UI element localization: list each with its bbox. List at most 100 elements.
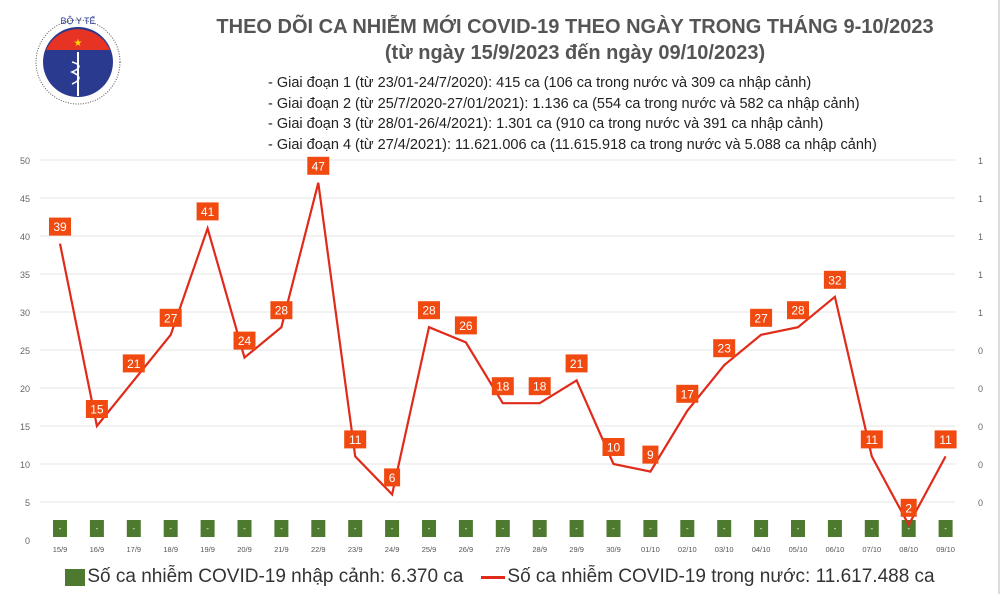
data-label: 23	[718, 342, 732, 356]
phase-note: - Giai đoạn 4 (từ 27/4/2021): 11.621.006…	[268, 136, 877, 153]
bar-label: -	[575, 524, 578, 533]
x-tick-label: 27/9	[495, 545, 510, 554]
x-tick-label: 01/10	[641, 545, 660, 554]
y-tick-label: 50	[20, 156, 30, 166]
y-tick-label: 20	[20, 384, 30, 394]
bar-imported	[422, 520, 436, 537]
bar-label: -	[612, 524, 615, 533]
svg-text:★: ★	[74, 38, 83, 49]
bar-imported	[385, 520, 400, 537]
data-label: 2	[905, 501, 912, 515]
data-label-box	[344, 430, 367, 449]
bar-label: -	[169, 524, 172, 533]
bar-imported	[495, 520, 510, 537]
x-tick-label: 26/9	[459, 545, 474, 554]
phase-notes: - Giai đoạn 1 (từ 23/01-24/7/2020): 415 …	[268, 73, 877, 155]
bar-label: -	[206, 524, 209, 533]
data-label-box	[823, 270, 846, 289]
y2-tick-label: 0	[978, 384, 983, 394]
y2-tick-label: 1	[978, 308, 983, 318]
legend-item-domestic: Số ca nhiễm COVID-19 trong nước: 11.617.…	[481, 566, 935, 588]
data-label: 18	[533, 380, 547, 394]
data-label: 27	[754, 311, 768, 325]
x-tick-label: 03/10	[715, 545, 734, 554]
data-label-box	[418, 301, 440, 320]
bar-imported	[569, 520, 584, 537]
y2-tick-label: 1	[978, 194, 983, 204]
bar-label: -	[132, 524, 135, 533]
bar-imported	[532, 520, 547, 537]
y2-tick-label: 1	[978, 232, 983, 242]
data-label-box	[122, 354, 145, 373]
bar-label: -	[501, 524, 504, 533]
bar-label: -	[723, 524, 726, 533]
y2-tick-label: 0	[978, 422, 983, 432]
bar-label: -	[391, 524, 394, 533]
y-tick-label: 5	[25, 498, 30, 508]
data-label-box	[454, 316, 477, 335]
x-tick-label: 24/9	[385, 545, 400, 554]
bar-imported	[89, 520, 104, 537]
data-label: 6	[389, 471, 396, 485]
legend-swatch-bar	[65, 568, 86, 586]
y-tick-label: 30	[20, 308, 30, 318]
x-tick-label: 28/9	[532, 545, 547, 554]
bar-imported	[643, 520, 658, 537]
bar-imported	[901, 520, 916, 537]
ministry-of-health-logo: ★ BỘ Y TẾ	[28, 10, 128, 110]
data-label-box	[49, 217, 71, 236]
data-label-box	[233, 331, 256, 350]
data-label-box	[565, 354, 588, 373]
data-label-box	[159, 308, 182, 327]
x-tick-label: 23/9	[348, 545, 363, 554]
bar-imported	[606, 520, 621, 537]
bar-label: -	[59, 524, 62, 533]
bar-label: -	[834, 524, 837, 533]
data-label: 27	[164, 311, 178, 325]
bar-imported	[754, 520, 769, 537]
y-tick-label: 45	[20, 194, 30, 204]
x-tick-label: 18/9	[163, 545, 178, 554]
bar-imported	[938, 520, 953, 537]
x-tick-label: 21/9	[274, 545, 289, 554]
svg-text:BỘ Y TẾ: BỘ Y TẾ	[60, 16, 95, 26]
legend-swatch-line	[481, 575, 506, 579]
bar-label: -	[317, 524, 320, 533]
x-tick-label: 16/9	[90, 545, 105, 554]
legend: Số ca nhiễm COVID-19 nhập cảnh: 6.370 ca…	[0, 566, 1000, 588]
data-label-box	[602, 438, 625, 456]
bar-label: -	[686, 524, 689, 533]
bar-imported	[311, 520, 326, 537]
phase-note: - Giai đoạn 3 (từ 28/01-26/4/2021): 1.30…	[268, 116, 824, 132]
data-label: 32	[828, 273, 842, 287]
x-tick-label: 04/10	[752, 545, 771, 554]
x-tick-label: 08/10	[899, 545, 918, 554]
bar-imported	[126, 520, 141, 537]
x-tick-label: 19/9	[200, 545, 215, 554]
data-label: 17	[681, 387, 695, 401]
data-label-box	[713, 339, 736, 358]
bar-label: -	[243, 524, 246, 533]
bar-label: -	[649, 524, 652, 533]
data-label: 15	[90, 403, 104, 417]
bar-imported	[274, 520, 289, 537]
data-label: 9	[647, 448, 654, 462]
data-label-box	[750, 308, 773, 327]
bar-label: -	[760, 524, 763, 533]
y2-tick-label: 1	[978, 156, 983, 166]
data-label-box	[270, 301, 293, 320]
data-label-box	[900, 498, 917, 517]
bar-label: -	[465, 524, 468, 533]
bar-imported	[458, 520, 473, 537]
bar-imported	[827, 520, 842, 537]
data-label-box	[860, 430, 883, 449]
legend-item-imported: Số ca nhiễm COVID-19 nhập cảnh: 6.370 ca	[65, 566, 463, 588]
data-label-box	[384, 468, 401, 487]
bar-label: -	[428, 524, 431, 533]
data-label: 18	[496, 380, 510, 394]
bar-label: -	[96, 524, 99, 533]
x-tick-label: 22/9	[311, 545, 326, 554]
chart-title: THEO DÕI CA NHIỄM MỚI COVID-19 THEO NGÀY…	[216, 16, 934, 38]
data-label-box	[196, 202, 219, 221]
data-label-box	[307, 156, 330, 175]
